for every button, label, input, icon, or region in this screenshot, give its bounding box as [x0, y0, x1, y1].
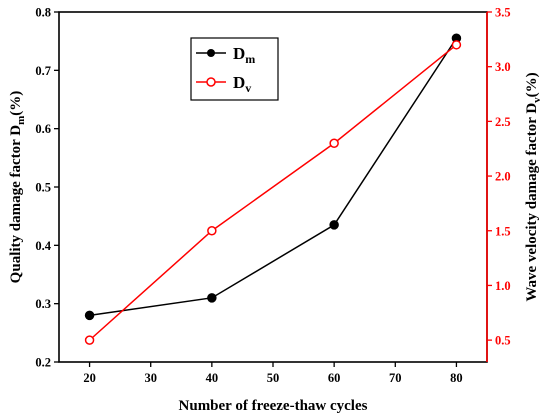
data-point-dv: [207, 226, 217, 236]
left-tick-label: 0.5: [35, 181, 51, 195]
data-point-dm: [329, 220, 339, 230]
left-tick-label: 0.2: [35, 356, 51, 370]
legend-label-dm: Dm: [233, 44, 255, 66]
left-axis-title: Quality damage factor Dm(%): [8, 91, 27, 284]
right-tick-label: 0.5: [495, 334, 511, 348]
left-tick-label: 0.3: [35, 297, 51, 311]
x-tick-label: 20: [83, 371, 96, 385]
right-tick-label: 3.5: [495, 6, 511, 20]
right-tick-label: 1.0: [495, 279, 511, 293]
right-axis-title: Wave velocity damage factor Dv(%): [524, 72, 543, 301]
left-tick-label: 0.8: [35, 6, 51, 20]
legend-box: [190, 37, 279, 101]
right-tick-label: 2.5: [495, 115, 511, 129]
series-line-dv: [89, 44, 457, 341]
left-tick-label: 0.4: [35, 239, 51, 253]
series-line-dm: [89, 37, 458, 317]
right-tick-label: 2.0: [495, 170, 511, 184]
data-point-dm: [207, 293, 217, 303]
axis-ticks: 20 30 40 50 60 70 80 0.2 0.3 0.4 0.5 0.6 0.7 0.8 0.5 1.…: [35, 6, 510, 386]
left-tick-label: 0.7: [35, 64, 51, 78]
data-point-dv: [451, 40, 462, 50]
x-tick-label: 60: [328, 371, 341, 385]
x-axis-title: Number of freeze-thaw cycles: [179, 398, 368, 414]
x-tick-label: 30: [144, 371, 157, 385]
legend: Dm Dv: [190, 37, 279, 101]
x-tick-label: 40: [206, 371, 219, 385]
legend-marker-dm: [207, 49, 215, 57]
data-point-dv: [329, 138, 339, 148]
left-tick-label: 0.6: [35, 122, 51, 136]
right-tick-label: 1.5: [495, 224, 511, 238]
x-tick-label: 50: [267, 371, 280, 385]
data-point-dm: [84, 310, 95, 321]
data-point-dv: [84, 335, 95, 345]
right-tick-label: 3.0: [495, 60, 511, 74]
legend-label-dv: Dv: [233, 73, 251, 95]
x-tick-label: 70: [389, 371, 402, 385]
legend-marker-dv: [206, 77, 216, 87]
series-layer: [84, 33, 462, 345]
x-tick-label: 80: [450, 371, 463, 385]
